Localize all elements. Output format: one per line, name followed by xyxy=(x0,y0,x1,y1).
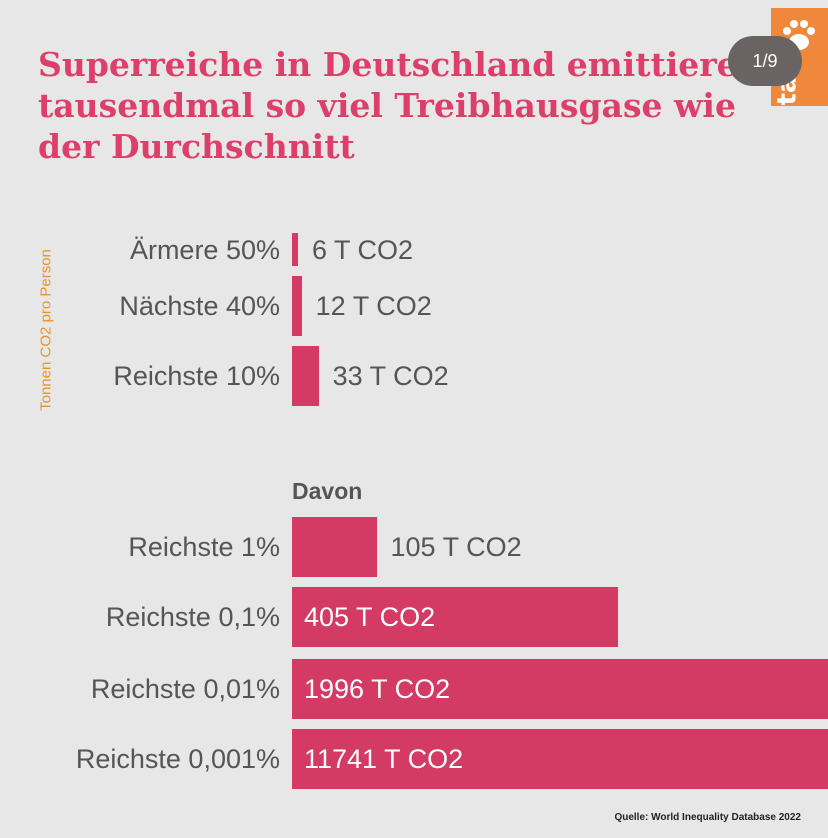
chart-title: Superreiche in Deutschland emittieren ta… xyxy=(38,45,762,166)
value-label: 12 T CO2 xyxy=(315,291,432,321)
section-label-davon: Davon xyxy=(292,478,363,504)
bar xyxy=(292,276,302,336)
value-label: 6 T CO2 xyxy=(312,234,414,265)
value-label: 11741 T CO2 xyxy=(304,744,464,774)
value-label: 105 T CO2 xyxy=(390,532,522,562)
category-label: Reichste 0,1% xyxy=(105,602,280,632)
bar xyxy=(292,729,828,789)
page-indicator[interactable]: 1/9 xyxy=(728,36,802,86)
category-label: Reichste 1% xyxy=(128,532,280,562)
bar xyxy=(292,517,377,577)
bar xyxy=(292,587,619,647)
value-label: 33 T CO2 xyxy=(332,361,449,391)
category-label: Reichste 0,01% xyxy=(90,674,280,704)
category-label: Nächste 40% xyxy=(119,291,280,321)
value-label: 405 T CO2 xyxy=(304,602,436,632)
bar xyxy=(292,659,828,719)
y-axis-label: Tonnen CO2 pro Person xyxy=(37,249,55,411)
category-label: Reichste 0,001% xyxy=(75,744,280,774)
source-note: Quelle: World Inequality Database 2022 xyxy=(614,812,801,823)
value-label: 1996 T CO2 xyxy=(304,674,451,704)
category-label: Reichste 10% xyxy=(113,361,280,391)
category-label: Ärmere 50% xyxy=(129,234,280,265)
bar xyxy=(292,346,319,406)
bar xyxy=(292,233,298,266)
